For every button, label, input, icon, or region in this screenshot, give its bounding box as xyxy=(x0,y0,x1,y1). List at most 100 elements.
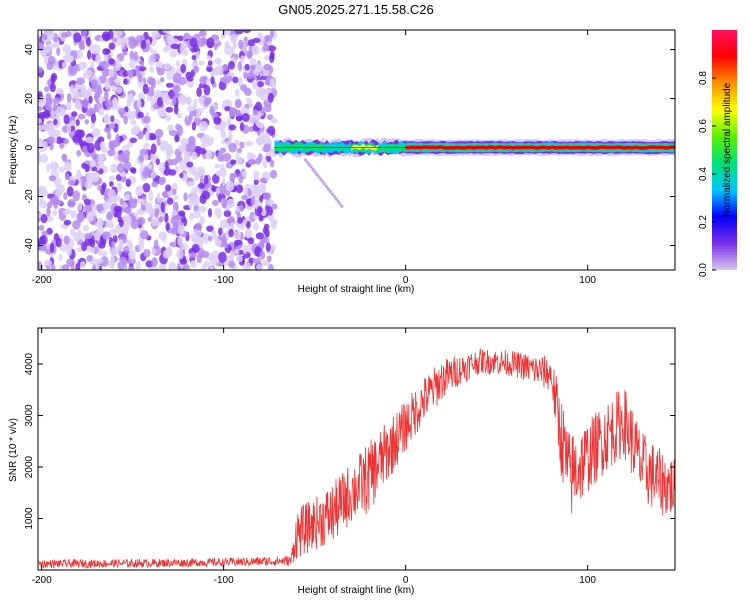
noise-blob xyxy=(216,57,222,65)
noise-blob xyxy=(206,225,214,232)
noise-blob xyxy=(50,74,56,85)
noise-blob xyxy=(246,50,253,60)
noise-blob xyxy=(83,203,93,214)
noise-blob xyxy=(244,63,250,71)
noise-blob xyxy=(143,153,149,161)
noise-blob xyxy=(259,251,266,260)
noise-blob xyxy=(131,110,136,116)
branch-point xyxy=(321,180,325,184)
noise-blob xyxy=(82,72,91,79)
noise-blob xyxy=(224,45,233,56)
noise-blob xyxy=(239,141,245,149)
noise-blob xyxy=(45,163,51,173)
noise-blob xyxy=(138,154,144,163)
noise-blob xyxy=(170,43,180,50)
snr-panel: -200 -100 0 100 1000 2000 3000 4000 Height of s… xyxy=(8,327,676,596)
noise-blob xyxy=(177,35,184,42)
noise-blob xyxy=(105,221,110,227)
noise-blob xyxy=(158,216,164,223)
noise-blob xyxy=(257,206,263,214)
noise-blob xyxy=(198,148,207,155)
noise-blob xyxy=(169,50,177,58)
noise-blob xyxy=(65,100,72,111)
snr-frame xyxy=(37,327,676,571)
noise-blob xyxy=(178,125,184,136)
noise-blob xyxy=(246,188,253,198)
noise-blob xyxy=(97,249,102,256)
noise-blob xyxy=(251,45,260,55)
branch-point xyxy=(325,185,329,189)
noise-blob xyxy=(124,193,131,201)
noise-blob xyxy=(123,115,128,125)
noise-blob xyxy=(83,198,91,206)
noise-blob xyxy=(43,86,50,92)
noise-blob xyxy=(201,190,211,200)
noise-blob xyxy=(122,224,130,232)
noise-blob xyxy=(172,201,179,212)
noise-blob xyxy=(268,264,274,270)
noise-blob xyxy=(176,249,184,260)
noise-blob xyxy=(98,107,105,116)
noise-blob xyxy=(267,92,274,103)
noise-blob xyxy=(156,192,161,204)
noise-blob xyxy=(38,66,43,73)
noise-blob xyxy=(228,142,237,153)
noise-blob xyxy=(230,221,235,231)
noise-blob xyxy=(250,195,256,206)
noise-blob xyxy=(222,152,232,162)
noise-blob xyxy=(222,30,227,37)
noise-blob xyxy=(123,161,132,172)
noise-blob xyxy=(137,66,147,72)
noise-blob xyxy=(48,127,56,137)
noise-blob xyxy=(151,248,157,255)
colorbar: 0.0 0.2 0.4 0.6 0.8 Normalized spectral ampl… xyxy=(698,30,737,277)
spectrogram-plot-area xyxy=(38,30,675,270)
noise-blob xyxy=(204,139,213,147)
snr-xtick-label: 100 xyxy=(579,575,596,586)
noise-blob xyxy=(155,90,163,97)
noise-blob xyxy=(218,227,223,236)
noise-blob xyxy=(84,119,89,125)
noise-blob xyxy=(116,182,123,193)
noise-blob xyxy=(115,133,120,144)
noise-blob xyxy=(53,118,58,126)
noise-blob xyxy=(142,83,149,95)
spectrogram-xtick-label: -100 xyxy=(214,275,234,286)
noise-blob xyxy=(150,170,157,178)
noise-blob xyxy=(193,98,198,109)
noise-blob xyxy=(62,153,67,163)
noise-blob xyxy=(67,198,76,208)
noise-blob xyxy=(92,128,101,138)
noise-blob xyxy=(119,198,124,206)
snr-xtick-label: -100 xyxy=(214,575,234,586)
noise-blob xyxy=(38,139,44,150)
noise-blob xyxy=(62,209,70,216)
noise-blob xyxy=(220,132,227,139)
noise-blob xyxy=(178,94,187,103)
noise-blob xyxy=(76,169,82,178)
noise-blob xyxy=(229,250,235,260)
noise-blob xyxy=(203,98,210,107)
noise-blob xyxy=(66,93,72,103)
noise-blob xyxy=(235,88,240,97)
noise-blob xyxy=(247,39,256,47)
branch-point xyxy=(313,170,317,174)
noise-blob xyxy=(233,239,243,246)
noise-blob xyxy=(235,115,243,122)
noise-blob xyxy=(115,86,123,94)
noise-blob xyxy=(46,43,51,54)
spectrogram-xtick-label: 100 xyxy=(579,275,596,286)
noise-blob xyxy=(162,249,172,259)
noise-blob xyxy=(262,43,270,52)
noise-blob xyxy=(149,66,154,73)
noise-blob xyxy=(237,61,243,72)
noise-blob xyxy=(117,108,126,116)
noise-blob xyxy=(218,251,227,263)
noise-blob xyxy=(170,215,180,225)
noise-blob xyxy=(125,178,132,187)
noise-blob xyxy=(236,254,243,263)
noise-blob xyxy=(199,120,209,132)
noise-blob xyxy=(161,234,167,243)
noise-blob xyxy=(263,63,272,71)
noise-blob xyxy=(212,199,219,207)
